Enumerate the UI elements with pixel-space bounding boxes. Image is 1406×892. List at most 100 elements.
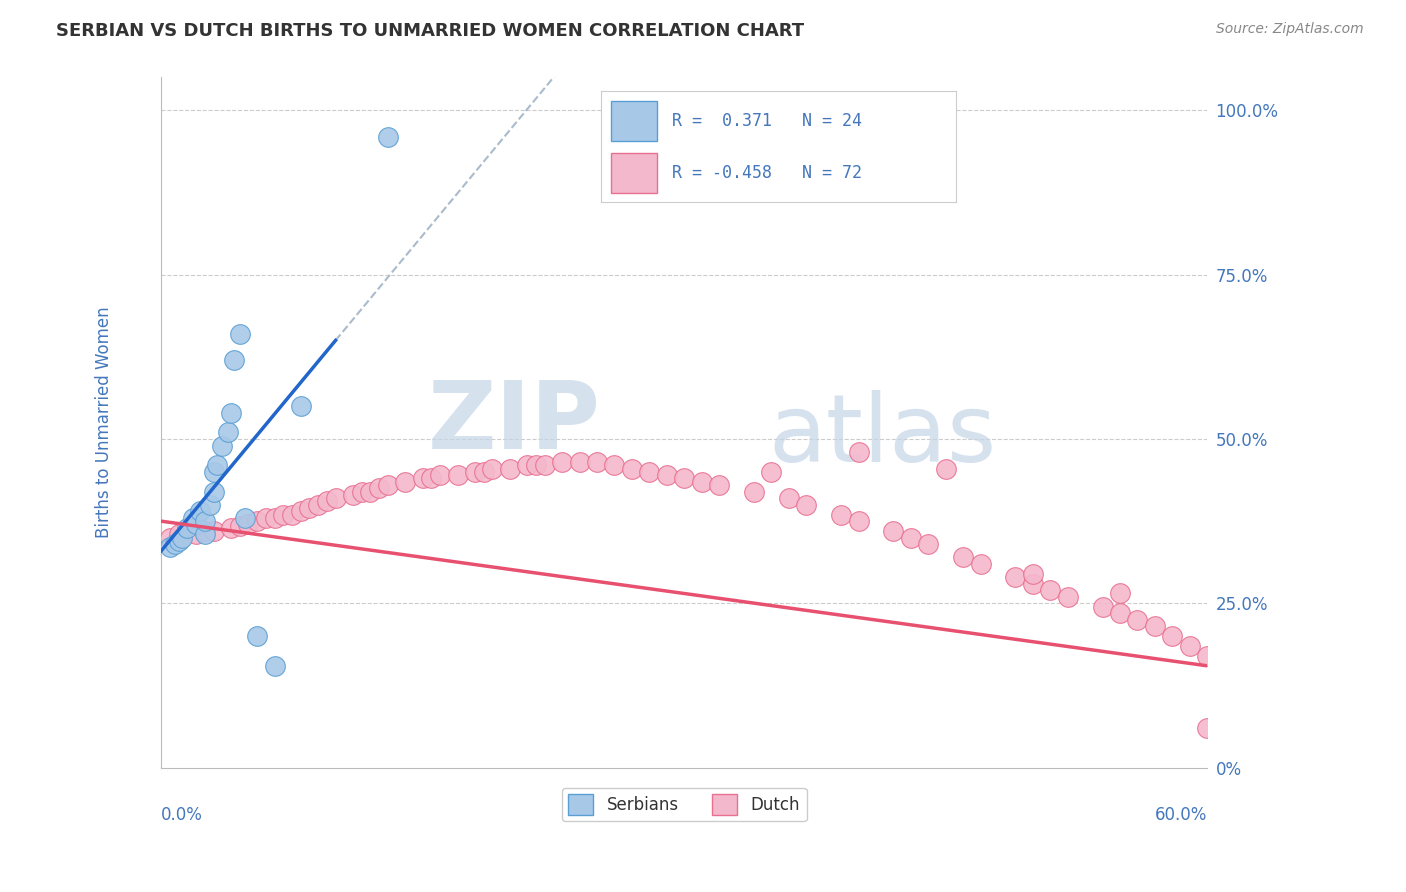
Point bbox=[1126, 613, 1149, 627]
Point bbox=[794, 498, 817, 512]
Point bbox=[290, 504, 312, 518]
Text: 0.0%: 0.0% bbox=[162, 805, 202, 823]
Point bbox=[184, 517, 207, 532]
Point bbox=[263, 511, 285, 525]
Point bbox=[167, 527, 190, 541]
Point bbox=[551, 455, 574, 469]
Point bbox=[707, 478, 730, 492]
Point bbox=[935, 461, 957, 475]
Point bbox=[917, 537, 939, 551]
Text: ZIP: ZIP bbox=[427, 376, 600, 468]
Point bbox=[742, 484, 765, 499]
Point bbox=[586, 455, 609, 469]
Point bbox=[271, 508, 294, 522]
Point bbox=[1178, 639, 1201, 653]
Point bbox=[848, 514, 870, 528]
Point bbox=[1197, 648, 1219, 663]
Point bbox=[464, 465, 486, 479]
Point bbox=[176, 521, 198, 535]
Point bbox=[202, 465, 225, 479]
Point bbox=[281, 508, 304, 522]
Point bbox=[342, 488, 364, 502]
Point bbox=[359, 484, 381, 499]
Point bbox=[620, 461, 643, 475]
Point bbox=[246, 514, 269, 528]
Point bbox=[1022, 566, 1045, 581]
Point bbox=[202, 484, 225, 499]
Point bbox=[499, 461, 522, 475]
Point bbox=[761, 465, 783, 479]
Point bbox=[202, 524, 225, 538]
Point bbox=[325, 491, 347, 505]
Point bbox=[900, 531, 922, 545]
Point bbox=[188, 504, 211, 518]
Point bbox=[159, 541, 181, 555]
Legend: Serbians, Dutch: Serbians, Dutch bbox=[562, 788, 807, 822]
Point bbox=[159, 531, 181, 545]
Text: SERBIAN VS DUTCH BIRTHS TO UNMARRIED WOMEN CORRELATION CHART: SERBIAN VS DUTCH BIRTHS TO UNMARRIED WOM… bbox=[56, 22, 804, 40]
Point bbox=[181, 511, 204, 525]
Point bbox=[690, 475, 713, 489]
Point bbox=[1091, 599, 1114, 614]
Point bbox=[655, 468, 678, 483]
Point bbox=[233, 511, 256, 525]
Text: Source: ZipAtlas.com: Source: ZipAtlas.com bbox=[1216, 22, 1364, 37]
Point bbox=[219, 521, 242, 535]
Point bbox=[194, 514, 217, 528]
Point bbox=[298, 501, 321, 516]
Point bbox=[638, 465, 661, 479]
Point bbox=[603, 458, 626, 473]
Point bbox=[217, 425, 239, 440]
Point bbox=[446, 468, 468, 483]
Point bbox=[673, 471, 696, 485]
Point bbox=[1022, 576, 1045, 591]
Point bbox=[830, 508, 852, 522]
Point bbox=[167, 533, 190, 548]
Point bbox=[307, 498, 329, 512]
Point bbox=[882, 524, 904, 538]
Point bbox=[533, 458, 555, 473]
Text: atlas: atlas bbox=[768, 391, 995, 483]
Point bbox=[394, 475, 416, 489]
Point bbox=[1004, 570, 1026, 584]
Point bbox=[211, 439, 233, 453]
Point bbox=[194, 527, 217, 541]
Point bbox=[172, 531, 194, 545]
Point bbox=[778, 491, 800, 505]
Point bbox=[481, 461, 503, 475]
Point bbox=[1109, 586, 1132, 600]
Point bbox=[429, 468, 451, 483]
Point bbox=[524, 458, 547, 473]
Point bbox=[165, 537, 187, 551]
Point bbox=[228, 518, 250, 533]
Point bbox=[254, 511, 277, 525]
Point bbox=[952, 550, 974, 565]
Point bbox=[228, 326, 250, 341]
Point bbox=[568, 455, 591, 469]
Point bbox=[219, 406, 242, 420]
Point bbox=[1143, 619, 1166, 633]
Point bbox=[377, 478, 399, 492]
Point bbox=[969, 557, 991, 571]
Point bbox=[1056, 590, 1078, 604]
Point bbox=[246, 629, 269, 643]
Point bbox=[472, 465, 495, 479]
Text: 60.0%: 60.0% bbox=[1154, 805, 1208, 823]
Point bbox=[315, 494, 337, 508]
Point bbox=[290, 399, 312, 413]
Point bbox=[1161, 629, 1184, 643]
Point bbox=[350, 484, 373, 499]
Point bbox=[368, 481, 391, 495]
Point bbox=[1039, 583, 1062, 598]
Point bbox=[205, 458, 228, 473]
Point bbox=[1197, 721, 1219, 735]
Point bbox=[224, 353, 246, 368]
Point bbox=[848, 445, 870, 459]
Point bbox=[377, 129, 399, 144]
Point bbox=[420, 471, 443, 485]
Point bbox=[194, 524, 217, 538]
Text: Births to Unmarried Women: Births to Unmarried Women bbox=[94, 307, 112, 539]
Point bbox=[516, 458, 538, 473]
Point bbox=[1109, 606, 1132, 620]
Point bbox=[412, 471, 434, 485]
